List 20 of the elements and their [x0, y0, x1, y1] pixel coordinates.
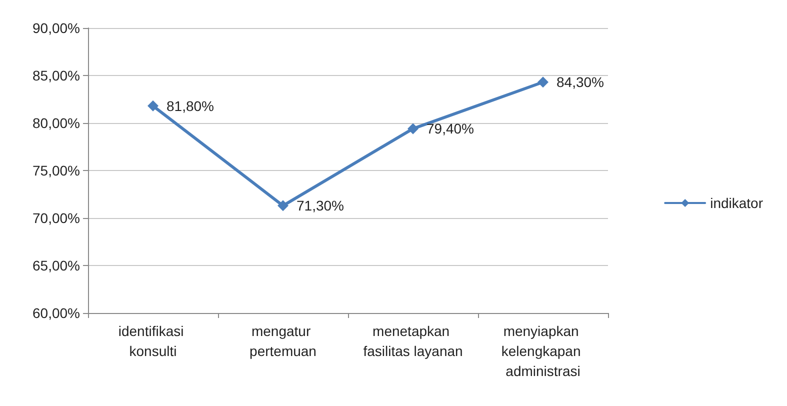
x-tick-label: mengatur pertemuan	[250, 323, 316, 359]
legend-label: indikator	[710, 195, 764, 211]
y-tick-label: 65,00%	[32, 258, 80, 274]
y-tick-label: 80,00%	[32, 115, 80, 131]
y-tick-label: 70,00%	[32, 210, 80, 226]
data-label: 71,30%	[296, 198, 344, 214]
x-tick-label: menetapkan fasilitas layanan	[363, 323, 463, 359]
point	[538, 76, 548, 88]
x-tick-label: menyiapkan kelengkapan administrasi	[501, 323, 585, 379]
y-tick-label: 85,00%	[32, 68, 80, 84]
point	[278, 200, 288, 212]
x-tick-label: identifikasi konsulti	[118, 323, 188, 359]
y-tick-label: 75,00%	[32, 162, 80, 178]
data-label: 81,80%	[166, 98, 214, 114]
point	[148, 100, 158, 112]
data-label: 84,30%	[556, 74, 604, 90]
data-label: 79,40%	[426, 120, 474, 137]
y-tick-label: 90,00%	[32, 20, 80, 36]
y-tick-label: 60,00%	[32, 305, 80, 321]
point	[408, 123, 418, 134]
